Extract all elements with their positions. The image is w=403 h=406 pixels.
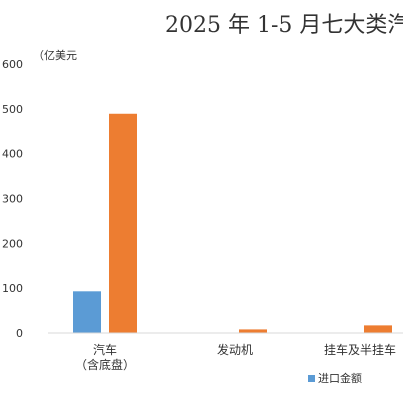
bar-export-0 bbox=[109, 113, 137, 333]
chart-title: 2025 年 1-5 月七大类汽 bbox=[165, 13, 403, 38]
x-axis-labels: 汽车（含底盘） 发动机 挂车及半挂车 bbox=[75, 342, 396, 372]
y-tick-label: 300 bbox=[2, 193, 23, 206]
x-tick-label: 挂车及半挂车 bbox=[324, 342, 396, 357]
y-tick-label: 100 bbox=[2, 282, 23, 295]
y-tick-label: 400 bbox=[2, 148, 23, 161]
legend-swatch bbox=[308, 375, 315, 382]
legend: 进口金额 bbox=[308, 371, 362, 385]
bar-export-2 bbox=[364, 325, 392, 333]
x-tick-label: 发动机 bbox=[217, 342, 253, 357]
y-tick-label: 200 bbox=[2, 237, 23, 250]
y-tick-label: 600 bbox=[2, 58, 23, 71]
y-tick-label: 0 bbox=[16, 327, 23, 340]
unit-label: （亿美元 bbox=[33, 49, 77, 62]
bar-export-1 bbox=[239, 329, 267, 333]
legend-label: 进口金额 bbox=[318, 371, 362, 385]
bars-group bbox=[73, 113, 392, 333]
y-tick-label: 500 bbox=[2, 103, 23, 116]
x-tick-label: 汽车（含底盘） bbox=[75, 342, 135, 372]
y-axis-ticks: 0 100 200 300 400 500 600 bbox=[2, 58, 23, 340]
bar-import-0 bbox=[73, 291, 101, 333]
